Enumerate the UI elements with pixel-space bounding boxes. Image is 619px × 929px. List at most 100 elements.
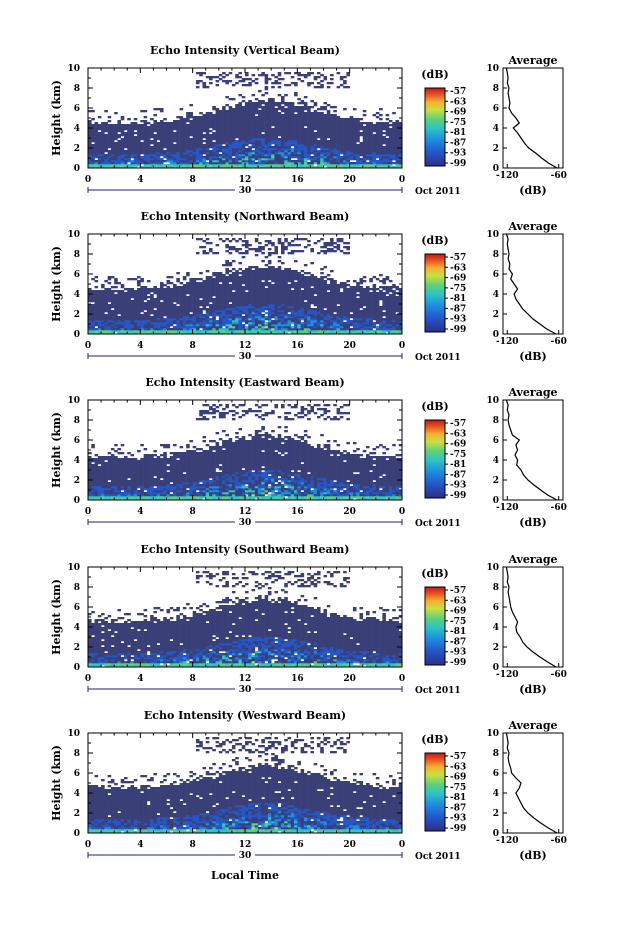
colorbar-tick-label: -87 xyxy=(450,470,466,480)
x-tick-label: 12 xyxy=(239,840,252,850)
x-tick-label: 0 xyxy=(85,674,91,684)
profile-x-label: (dB) xyxy=(519,849,546,862)
x-tick-label: 4 xyxy=(137,840,143,850)
x-tick-label: 8 xyxy=(190,341,196,351)
x-tick-label: 0 xyxy=(399,341,405,351)
colorbar-tick-label: -63 xyxy=(450,596,466,606)
x-tick-label: 20 xyxy=(343,674,356,684)
profile-y-tick-label: 4 xyxy=(493,290,499,300)
y-tick-label: 0 xyxy=(74,164,80,174)
colorbar-unit: (dB) xyxy=(421,68,448,81)
y-tick-label: 4 xyxy=(74,124,80,134)
y-tick-label: 6 xyxy=(74,104,80,114)
colorbar-tick-label: -99 xyxy=(450,159,466,169)
colorbar-tick-label: -81 xyxy=(450,460,466,470)
date-label: 30 xyxy=(239,186,252,196)
x-tick-label: 8 xyxy=(190,175,196,185)
colorbar-tick-label: -81 xyxy=(450,128,466,138)
profile-y-tick-label: 6 xyxy=(493,769,499,779)
x-tick-label: 0 xyxy=(85,175,91,185)
y-tick-label: 0 xyxy=(74,330,80,340)
x-tick-label: 16 xyxy=(291,840,304,850)
profile-frame xyxy=(502,566,564,668)
profile-y-tick-label: 10 xyxy=(486,64,499,74)
colorbar-tick-label: -69 xyxy=(450,108,466,118)
colorbar xyxy=(424,419,446,499)
x-tick-label: 4 xyxy=(137,507,143,517)
heatmap-field xyxy=(88,571,403,668)
y-axis-label: Height (km) xyxy=(50,579,63,655)
colorbar-tick-label: -93 xyxy=(450,814,466,824)
colorbar-tick-label: -99 xyxy=(450,491,466,501)
y-axis-label: Height (km) xyxy=(50,745,63,821)
date-label: 30 xyxy=(239,352,252,362)
profile-y-tick-label: 2 xyxy=(493,310,499,320)
colorbar-tick-label: -57 xyxy=(450,419,466,429)
profile-y-tick-label: 8 xyxy=(493,583,499,593)
panel-1: Echo Intensity (Vertical Beam) 0 2 4 6 8 10 Hei… xyxy=(50,44,567,197)
chart-title: Echo Intensity (Westward Beam) xyxy=(144,709,346,722)
colorbar-tick-label: -99 xyxy=(450,824,466,834)
colorbar-tick-label: -81 xyxy=(450,627,466,637)
colorbar-unit: (dB) xyxy=(421,733,448,746)
profile-y-tick-label: 0 xyxy=(493,829,499,839)
x-tick-label: 16 xyxy=(291,507,304,517)
month-label: Oct 2011 xyxy=(415,852,461,862)
month-label: Oct 2011 xyxy=(415,353,461,363)
colorbar-tick-label: -75 xyxy=(450,450,466,460)
profile-y-tick-label: 2 xyxy=(493,144,499,154)
profile-y-tick-label: 0 xyxy=(493,164,499,174)
y-tick-label: 0 xyxy=(74,829,80,839)
colorbar-tick-label: -63 xyxy=(450,429,466,439)
profile-x-label: (dB) xyxy=(519,350,546,363)
colorbar-tick-label: -75 xyxy=(450,617,466,627)
profile-y-tick-label: 6 xyxy=(493,270,499,280)
colorbar-tick-label: -87 xyxy=(450,637,466,647)
x-tick-label: 8 xyxy=(190,674,196,684)
y-tick-label: 8 xyxy=(74,416,80,426)
x-axis-label: Local Time xyxy=(211,869,279,882)
y-tick-label: 8 xyxy=(74,84,80,94)
colorbar-tick-label: -63 xyxy=(450,97,466,107)
x-tick-label: 12 xyxy=(239,674,252,684)
x-tick-label: 0 xyxy=(85,341,91,351)
chart-title: Echo Intensity (Vertical Beam) xyxy=(150,44,340,57)
profile-y-tick-label: 0 xyxy=(493,496,499,506)
colorbar-tick-label: -57 xyxy=(450,87,466,97)
profile-x-tick-label: -120 xyxy=(496,503,519,513)
heatmap-field xyxy=(88,404,403,501)
y-tick-label: 2 xyxy=(74,144,80,154)
x-tick-label: 20 xyxy=(343,507,356,517)
x-tick-label: 16 xyxy=(291,175,304,185)
colorbar-tick-label: -75 xyxy=(450,284,466,294)
profile-x-tick-label: -120 xyxy=(496,171,519,181)
x-tick-label: 12 xyxy=(239,507,252,517)
y-axis-label: Height (km) xyxy=(50,246,63,322)
profile-y-tick-label: 0 xyxy=(493,663,499,673)
colorbar-unit: (dB) xyxy=(421,567,448,580)
y-tick-label: 2 xyxy=(74,809,80,819)
colorbar-tick-label: -87 xyxy=(450,138,466,148)
colorbar-tick-label: -93 xyxy=(450,315,466,325)
x-tick-label: 0 xyxy=(399,175,405,185)
profile-y-tick-label: 10 xyxy=(486,729,499,739)
colorbar-tick-label: -75 xyxy=(450,118,466,128)
chart-title: Echo Intensity (Southward Beam) xyxy=(141,543,350,556)
y-tick-label: 8 xyxy=(74,250,80,260)
y-tick-label: 6 xyxy=(74,603,80,613)
profile-title: Average xyxy=(507,719,557,732)
profile-y-tick-label: 8 xyxy=(493,84,499,94)
x-tick-label: 0 xyxy=(399,674,405,684)
date-label: 30 xyxy=(239,518,252,528)
profile-y-tick-label: 6 xyxy=(493,436,499,446)
profile-line xyxy=(505,67,558,169)
colorbar-tick-label: -57 xyxy=(450,586,466,596)
profile-title: Average xyxy=(507,553,557,566)
profile-y-tick-label: 2 xyxy=(493,643,499,653)
month-label: Oct 2011 xyxy=(415,686,461,696)
y-tick-label: 4 xyxy=(74,456,80,466)
colorbar-tick-label: -87 xyxy=(450,304,466,314)
chart-title: Echo Intensity (Eastward Beam) xyxy=(145,376,344,389)
colorbar xyxy=(424,253,446,333)
